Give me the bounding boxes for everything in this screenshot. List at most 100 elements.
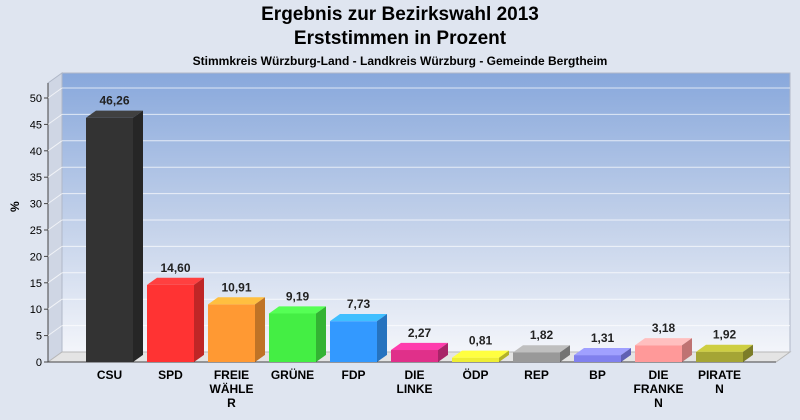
bar-front bbox=[208, 304, 255, 362]
bar-side bbox=[133, 110, 143, 362]
x-tick-label: CSU bbox=[97, 368, 122, 382]
x-tick-label: FDP bbox=[342, 368, 366, 382]
bar-freiewähler bbox=[208, 297, 265, 362]
bar-front bbox=[452, 357, 499, 362]
bar-front bbox=[574, 355, 621, 362]
bar-top bbox=[147, 277, 204, 285]
value-label: 2,27 bbox=[408, 326, 432, 340]
y-tick-label: 10 bbox=[30, 304, 42, 316]
bar-front bbox=[513, 352, 560, 362]
value-label: 9,19 bbox=[286, 289, 310, 303]
x-tick-label: SPD bbox=[158, 368, 183, 382]
bar-side bbox=[560, 345, 570, 362]
bar-side bbox=[499, 350, 509, 362]
y-tick-label: 40 bbox=[30, 146, 42, 158]
bar-side bbox=[194, 277, 204, 362]
x-tick-label-line: BP bbox=[589, 368, 606, 382]
bar-top bbox=[696, 344, 753, 352]
x-tick-label: GRÜNE bbox=[271, 367, 314, 382]
grid-line-diag bbox=[47, 325, 63, 337]
x-tick-label: BP bbox=[589, 368, 606, 382]
x-tick-label-line: FRANKE bbox=[634, 382, 684, 396]
x-tick-label-line: GRÜNE bbox=[271, 367, 314, 382]
y-tick-label: 5 bbox=[36, 331, 42, 343]
bar-ödp bbox=[452, 350, 509, 362]
bar-side bbox=[438, 342, 448, 362]
x-tick-label-line: SPD bbox=[158, 368, 183, 382]
grid-line-diag bbox=[47, 298, 63, 310]
bar-spd bbox=[147, 277, 204, 362]
grid-line-diag bbox=[47, 87, 63, 99]
bar-piraten bbox=[696, 344, 753, 362]
bar-rep bbox=[513, 345, 570, 362]
value-label: 1,31 bbox=[591, 331, 615, 345]
x-tick-label-line: ÖDP bbox=[462, 367, 488, 382]
bar-top bbox=[513, 345, 570, 353]
bar-csu bbox=[86, 110, 143, 363]
grid-line-diag bbox=[47, 193, 63, 205]
y-tick-label: 25 bbox=[30, 225, 42, 237]
bar-side bbox=[621, 347, 631, 362]
y-tick-label: 50 bbox=[30, 93, 42, 105]
bar-side bbox=[377, 314, 387, 362]
bar-dielinke bbox=[391, 342, 448, 362]
chart-title: Ergebnis zur Bezirkswahl 2013 bbox=[261, 4, 539, 25]
grid-line-diag bbox=[47, 272, 63, 284]
x-tick-label-line: R bbox=[227, 396, 236, 410]
value-label: 14,60 bbox=[160, 261, 190, 275]
x-tick-label-line: FDP bbox=[342, 368, 366, 382]
y-tick-label: 45 bbox=[30, 119, 42, 131]
x-tick-label-line: LINKE bbox=[397, 382, 433, 396]
bar-front bbox=[269, 313, 316, 362]
bar-top bbox=[86, 110, 143, 118]
bar-top bbox=[574, 347, 631, 356]
bar-front bbox=[86, 117, 133, 363]
x-tick-label-line: DIE bbox=[404, 368, 424, 382]
bar-top bbox=[208, 297, 265, 305]
x-tick-label-line: DIE bbox=[648, 368, 668, 382]
x-tick-label: FREIE WÄHLE R bbox=[210, 368, 254, 410]
x-tick-label-line: CSU bbox=[97, 368, 122, 382]
y-tick-label: 15 bbox=[30, 278, 42, 290]
x-tick-label-line: REP bbox=[524, 368, 549, 382]
x-tick-label: PIRATE N bbox=[698, 368, 741, 396]
bar-top bbox=[452, 350, 509, 358]
grid-line-diag bbox=[47, 140, 63, 152]
bar-side bbox=[316, 306, 326, 362]
x-tick-label: DIE FRANKE N bbox=[634, 368, 684, 410]
bar-front bbox=[635, 345, 682, 362]
bar-front bbox=[330, 321, 377, 362]
x-tick-label-line: N bbox=[715, 382, 724, 396]
y-tick-label: 30 bbox=[30, 199, 42, 211]
x-tick-label-line: N bbox=[654, 396, 663, 410]
x-tick-label: DIE LINKE bbox=[397, 368, 433, 396]
bar-side bbox=[682, 338, 692, 362]
chart-region-subtitle: Stimmkreis Würzburg-Land - Landkreis Wür… bbox=[192, 54, 608, 68]
x-tick-label: ÖDP bbox=[462, 367, 488, 382]
value-label: 7,73 bbox=[347, 297, 371, 311]
bar-diefranken bbox=[635, 338, 692, 362]
bar-side bbox=[743, 344, 753, 362]
bar-front bbox=[696, 351, 743, 362]
x-tick-label-line: FREIE bbox=[214, 368, 249, 382]
bar-top bbox=[635, 338, 692, 346]
bar-grüne bbox=[269, 306, 326, 362]
grid-line-diag bbox=[47, 219, 63, 231]
bar-top bbox=[269, 306, 326, 314]
value-label: 10,91 bbox=[221, 280, 251, 294]
bar-fdp bbox=[330, 314, 387, 362]
bar-side bbox=[255, 297, 265, 362]
y-tick-label: 0 bbox=[36, 357, 42, 369]
bar-bp bbox=[574, 347, 631, 362]
value-label: 1,92 bbox=[713, 328, 737, 342]
x-tick-label: REP bbox=[524, 368, 549, 382]
value-label: 46,26 bbox=[99, 94, 129, 108]
x-tick-label-line: WÄHLE bbox=[210, 381, 254, 396]
bar-top bbox=[330, 314, 387, 322]
bar-front bbox=[147, 284, 194, 362]
grid-line-diag bbox=[47, 166, 63, 178]
value-label: 1,82 bbox=[530, 328, 554, 342]
bar-top bbox=[391, 342, 448, 351]
chart-subtitle: Erststimmen in Prozent bbox=[293, 28, 507, 49]
